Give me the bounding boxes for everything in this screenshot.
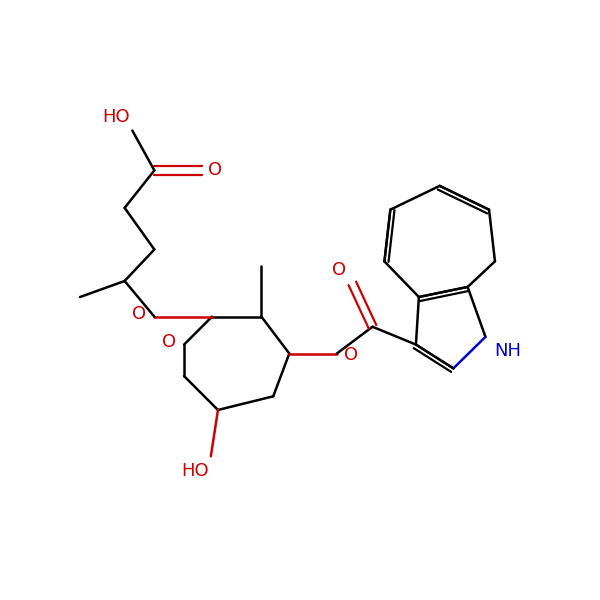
Text: O: O xyxy=(132,305,146,323)
Text: O: O xyxy=(161,333,176,351)
Text: HO: HO xyxy=(181,462,208,480)
Text: O: O xyxy=(208,161,222,179)
Text: O: O xyxy=(344,346,358,364)
Text: HO: HO xyxy=(102,108,130,126)
Text: O: O xyxy=(332,260,346,278)
Text: NH: NH xyxy=(494,341,521,359)
